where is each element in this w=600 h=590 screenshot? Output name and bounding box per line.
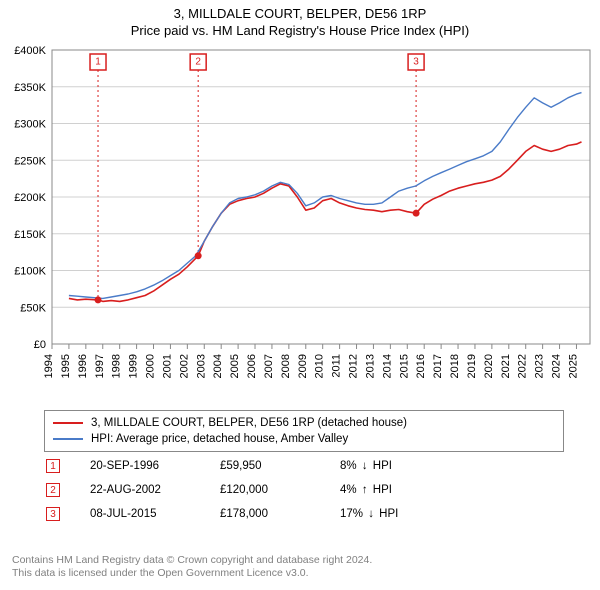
sale-marker: 1	[46, 459, 60, 473]
sale-row: 1 20-SEP-1996£59,9508% ↓ HPI	[44, 454, 564, 478]
legend-label: HPI: Average price, detached house, Ambe…	[91, 433, 348, 445]
svg-text:2022: 2022	[517, 354, 529, 378]
svg-text:£250K: £250K	[14, 155, 46, 167]
svg-text:2011: 2011	[331, 354, 343, 378]
sale-delta-pct: 4%	[340, 484, 357, 496]
svg-text:£400K: £400K	[14, 45, 46, 57]
svg-text:2019: 2019	[466, 354, 478, 378]
chart-area: £0 £50K £100K £150K £200K £250K £300K £350K £400…	[0, 44, 600, 404]
svg-text:£300K: £300K	[14, 119, 46, 131]
svg-text:3: 3	[413, 57, 419, 68]
sale-date: 08-JUL-2015	[90, 508, 220, 520]
svg-text:2013: 2013	[364, 354, 376, 378]
sale-marker: 2	[46, 483, 60, 497]
sales-table: 1 20-SEP-1996£59,9508% ↓ HPI 2 22-AUG-2002£…	[44, 454, 564, 526]
svg-text:2002: 2002	[178, 354, 190, 378]
svg-text:2007: 2007	[263, 354, 275, 378]
svg-text:2006: 2006	[246, 354, 258, 378]
svg-text:2001: 2001	[161, 354, 173, 378]
footer-line-1: Contains HM Land Registry data © Crown c…	[12, 554, 588, 567]
footer-attribution: Contains HM Land Registry data © Crown c…	[12, 554, 588, 580]
svg-text:£150K: £150K	[14, 229, 46, 241]
sale-delta: 8% ↓ HPI	[340, 460, 490, 472]
svg-text:2024: 2024	[551, 354, 563, 378]
svg-text:2: 2	[195, 57, 201, 68]
sale-delta-pct: 8%	[340, 460, 357, 472]
svg-text:1996: 1996	[77, 354, 89, 378]
sale-price: £59,950	[220, 460, 340, 472]
svg-text:£0: £0	[34, 339, 46, 351]
svg-text:2016: 2016	[415, 354, 427, 378]
svg-text:2015: 2015	[398, 354, 410, 378]
svg-text:2018: 2018	[449, 354, 461, 378]
sale-delta-suffix: HPI	[370, 484, 392, 496]
legend: 3, MILLDALE COURT, BELPER, DE56 1RP (det…	[44, 410, 564, 452]
legend-item: 3, MILLDALE COURT, BELPER, DE56 1RP (det…	[53, 415, 555, 431]
sale-delta: 4% ↑ HPI	[340, 484, 490, 496]
sale-price: £120,000	[220, 484, 340, 496]
svg-text:2012: 2012	[348, 354, 360, 378]
legend-swatch	[53, 422, 83, 424]
svg-text:2009: 2009	[297, 354, 309, 378]
svg-text:2025: 2025	[567, 354, 579, 378]
svg-text:2020: 2020	[483, 354, 495, 378]
arrow-down-icon: ↓	[362, 460, 368, 472]
svg-text:2004: 2004	[212, 354, 224, 378]
arrow-up-icon: ↑	[362, 484, 368, 496]
svg-text:2000: 2000	[145, 354, 157, 378]
svg-text:2010: 2010	[314, 354, 326, 378]
svg-text:2017: 2017	[432, 354, 444, 378]
arrow-down-icon: ↓	[368, 508, 374, 520]
sale-delta: 17% ↓ HPI	[340, 508, 490, 520]
svg-text:£100K: £100K	[14, 266, 46, 278]
legend-swatch	[53, 438, 83, 440]
svg-text:1999: 1999	[128, 354, 140, 378]
legend-label: 3, MILLDALE COURT, BELPER, DE56 1RP (det…	[91, 417, 407, 429]
svg-text:2014: 2014	[381, 354, 393, 378]
sale-date: 20-SEP-1996	[90, 460, 220, 472]
svg-text:2021: 2021	[500, 354, 512, 378]
svg-text:2008: 2008	[280, 354, 292, 378]
sale-row: 3 08-JUL-2015£178,00017% ↓ HPI	[44, 502, 564, 526]
svg-text:£50K: £50K	[20, 302, 46, 314]
svg-text:1: 1	[95, 57, 101, 68]
chart-title: 3, MILLDALE COURT, BELPER, DE56 1RP	[0, 0, 600, 21]
svg-text:2023: 2023	[534, 354, 546, 378]
sale-price: £178,000	[220, 508, 340, 520]
chart-subtitle: Price paid vs. HM Land Registry's House …	[0, 21, 600, 44]
svg-text:2005: 2005	[229, 354, 241, 378]
svg-text:£350K: £350K	[14, 82, 46, 94]
sale-date: 22-AUG-2002	[90, 484, 220, 496]
svg-text:1997: 1997	[94, 354, 106, 378]
svg-text:2003: 2003	[195, 354, 207, 378]
sale-delta-pct: 17%	[340, 508, 363, 520]
svg-text:£200K: £200K	[14, 192, 46, 204]
svg-text:1995: 1995	[60, 354, 72, 378]
sale-delta-suffix: HPI	[370, 460, 392, 472]
chart-svg: £0 £50K £100K £150K £200K £250K £300K £350K £400…	[0, 44, 600, 404]
svg-text:1994: 1994	[43, 354, 55, 378]
svg-text:1998: 1998	[111, 354, 123, 378]
sale-delta-suffix: HPI	[376, 508, 398, 520]
legend-item: HPI: Average price, detached house, Ambe…	[53, 431, 555, 447]
footer-line-2: This data is licensed under the Open Gov…	[12, 567, 588, 580]
sale-row: 2 22-AUG-2002£120,0004% ↑ HPI	[44, 478, 564, 502]
sale-marker: 3	[46, 507, 60, 521]
